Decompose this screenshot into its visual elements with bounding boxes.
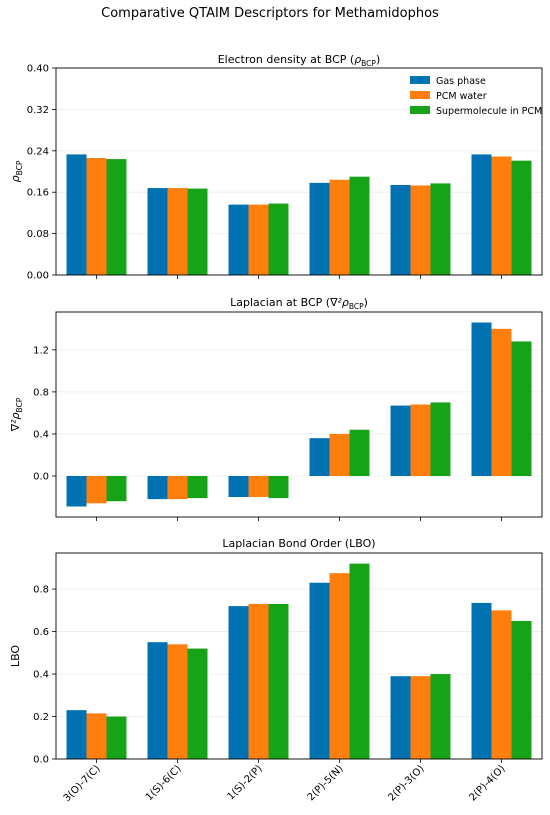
y-tick-label: 0.0 xyxy=(33,755,49,766)
bar-3-3-3 xyxy=(268,603,289,759)
y-tick-label: 0.40 xyxy=(27,64,49,75)
y-tick-label: 0.8 xyxy=(33,585,49,596)
panel-title: Laplacian Bond Order (LBO) xyxy=(222,537,375,550)
bar-1-5-1 xyxy=(390,184,411,275)
bar-3-1-3 xyxy=(106,716,127,759)
x-tick-label: 2(P)-3(O) xyxy=(386,763,426,803)
bar-2-3-2 xyxy=(248,476,269,498)
bar-1-2-1 xyxy=(147,188,168,275)
y-tick-label: 0.16 xyxy=(27,188,49,199)
x-tick-label: 3(O)-7(C) xyxy=(62,763,103,804)
bar-2-2-2 xyxy=(167,476,188,500)
bar-3-5-3 xyxy=(430,674,451,759)
y-tick-label: 0.24 xyxy=(27,146,49,157)
bar-3-4-1 xyxy=(309,582,330,759)
y-tick-label: 0.4 xyxy=(33,429,49,440)
bar-2-6-2 xyxy=(491,328,512,476)
panel-title: Laplacian at BCP (∇²ρBCP) xyxy=(230,296,368,311)
legend: Gas phase PCM water Supermolecule in PCM xyxy=(410,76,542,117)
bar-2-1-1 xyxy=(66,476,87,507)
y-tick-label: 0.0 xyxy=(33,472,49,483)
bar-1-3-1 xyxy=(228,204,249,275)
y-axis-label: ρBCP xyxy=(9,160,24,182)
y-tick-label: 0.4 xyxy=(33,670,49,681)
bar-2-6-1 xyxy=(471,322,492,476)
bar-2-6-3 xyxy=(511,341,532,476)
bar-1-1-1 xyxy=(66,154,87,275)
bar-3-2-1 xyxy=(147,642,168,759)
bar-1-6-3 xyxy=(511,160,532,275)
chart-panel-2: 0.0 0.4 0.8 1.2 Laplacian at BCP (∇²ρBCP) ∇²ρ… xyxy=(9,296,543,521)
plot-frame xyxy=(55,67,543,276)
bar-1-4-1 xyxy=(309,182,330,275)
bar-1-5-2 xyxy=(410,185,431,275)
bar-3-6-2 xyxy=(491,610,512,759)
figure-title: Comparative QTAIM Descriptors for Metham… xyxy=(101,6,439,21)
bar-2-3-1 xyxy=(228,476,249,498)
bar-2-4-3 xyxy=(349,429,370,476)
bar-1-1-2 xyxy=(86,158,107,275)
bar-3-4-2 xyxy=(329,573,350,759)
bar-1-4-2 xyxy=(329,179,350,275)
bar-2-5-1 xyxy=(390,405,411,476)
bar-1-6-2 xyxy=(491,156,512,275)
legend-swatch xyxy=(410,106,430,114)
panel-title: Electron density at BCP (ρBCP) xyxy=(218,53,381,68)
bar-2-1-3 xyxy=(106,476,127,502)
y-tick-label: 0.00 xyxy=(27,271,49,282)
y-tick-label: 0.32 xyxy=(27,105,49,116)
bar-3-6-3 xyxy=(511,620,532,759)
y-tick-label: 0.6 xyxy=(33,627,49,638)
legend-swatch xyxy=(410,91,430,99)
legend-swatch xyxy=(410,76,430,84)
y-tick-label: 0.2 xyxy=(33,712,49,723)
bar-1-2-3 xyxy=(187,188,208,275)
y-tick-label: 0.08 xyxy=(27,229,49,240)
x-tick-label: 2(P)-4(O) xyxy=(467,763,507,803)
x-tick-label: 1(S)-2(P) xyxy=(225,763,264,802)
bar-2-2-3 xyxy=(187,476,208,499)
bar-2-4-2 xyxy=(329,433,350,476)
bar-1-5-3 xyxy=(430,183,451,275)
plot-frame xyxy=(55,552,543,760)
bar-2-2-1 xyxy=(147,476,168,500)
y-axis-label: ∇²ρBCP xyxy=(9,397,24,432)
bar-1-3-3 xyxy=(268,203,289,275)
bar-2-4-1 xyxy=(309,438,330,476)
legend-label: Gas phase xyxy=(436,76,486,87)
chart-panel-1: 0.00 0.08 0.16 0.24 0.32 0.40 Electron density… xyxy=(9,53,543,282)
bar-1-3-2 xyxy=(248,204,269,275)
legend-label: PCM water xyxy=(436,91,487,102)
bar-2-3-3 xyxy=(268,476,289,499)
bar-3-5-1 xyxy=(390,676,411,759)
bar-3-3-1 xyxy=(228,606,249,759)
plot-frame xyxy=(55,311,543,518)
bar-1-4-3 xyxy=(349,176,370,275)
y-tick-label: 0.8 xyxy=(33,387,49,398)
x-tick-label: 2(P)-5(N) xyxy=(306,763,346,803)
bar-3-1-1 xyxy=(66,710,87,759)
chart-panel-3: 0.0 0.2 0.4 0.6 0.8 Laplacian Bond Order (LBO… xyxy=(9,537,543,804)
bar-3-6-1 xyxy=(471,602,492,759)
bar-3-3-2 xyxy=(248,603,269,759)
bar-1-1-3 xyxy=(106,159,127,275)
bar-1-6-1 xyxy=(471,154,492,275)
x-tick-label: 1(S)-6(C) xyxy=(144,763,184,803)
bar-3-2-2 xyxy=(167,644,188,759)
bar-3-5-2 xyxy=(410,676,431,759)
y-axis-label: LBO xyxy=(9,645,22,667)
bar-2-1-2 xyxy=(86,476,107,504)
bar-1-2-2 xyxy=(167,188,188,275)
bar-3-2-3 xyxy=(187,648,208,759)
bar-3-1-2 xyxy=(86,713,107,759)
legend-label: Supermolecule in PCM xyxy=(436,106,542,117)
bar-3-4-3 xyxy=(349,563,370,759)
y-tick-label: 1.2 xyxy=(33,345,49,356)
bar-2-5-2 xyxy=(410,404,431,476)
bar-2-5-3 xyxy=(430,402,451,476)
